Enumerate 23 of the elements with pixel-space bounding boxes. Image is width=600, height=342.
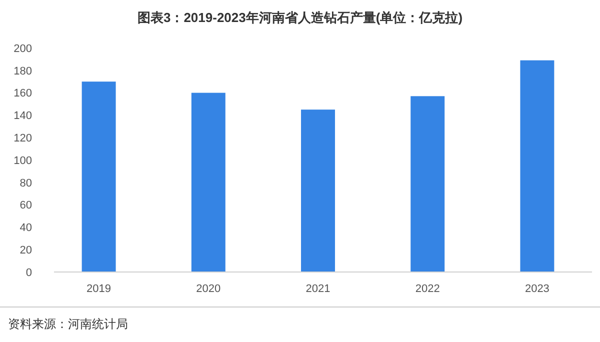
y-tick-label: 180 [14,65,32,78]
bar [191,92,226,272]
y-tick-label: 120 [14,132,32,144]
y-tick-label: 0 [26,266,32,279]
y-tick-label: 20 [20,244,32,256]
bar [520,60,554,272]
y-tick-label: 100 [14,154,32,167]
x-tick-label: 2022 [415,283,440,295]
x-tick-label: 2023 [524,283,550,295]
bar [301,110,335,272]
y-tick-label: 60 [20,200,32,212]
y-tick-label: 200 [14,42,32,55]
y-tick-label: 140 [14,110,32,122]
text: 资料来源：河南统计局 [8,317,128,331]
chart-title: 图表3：2019-2023年河南省人造钻石产量(单位：亿克拉) [137,10,463,25]
x-tick-label: 2020 [196,283,221,295]
y-tick-label: 160 [14,88,32,100]
x-tick-label: 2021 [306,283,330,295]
x-tick-label: 2019 [86,283,112,295]
y-tick-label: 80 [20,177,32,190]
y-tick-label: 40 [20,222,32,234]
bar [82,82,116,272]
bar [410,96,445,272]
